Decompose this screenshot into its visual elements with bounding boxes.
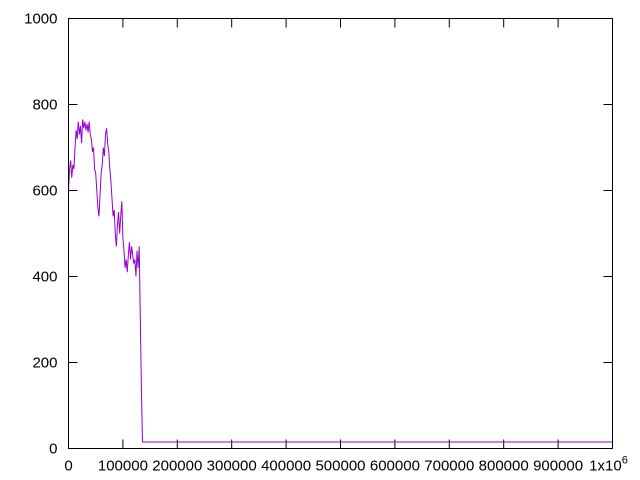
x-end-tick-label: 1x106 <box>589 455 628 475</box>
x-tick-label: 500000 <box>315 458 365 475</box>
plot-frame <box>68 18 613 449</box>
y-tick-label: 800 <box>32 97 57 114</box>
y-tick-label: 200 <box>32 355 57 372</box>
x-tick-label: 700000 <box>424 458 474 475</box>
tick-labels: 0 200 400 600 800 1000 0 100000 200000 300000 4000… <box>24 11 628 475</box>
x-tick-label: 900000 <box>533 458 583 475</box>
series-group <box>68 119 613 443</box>
x-tick-label: 100000 <box>98 458 148 475</box>
x-tick-label: 400000 <box>261 458 311 475</box>
x-tick-label: 800000 <box>479 458 529 475</box>
axis-ticks <box>68 18 613 449</box>
x-tick-label: 200000 <box>152 458 202 475</box>
x-tick-label: 300000 <box>207 458 257 475</box>
y-tick-label: 0 <box>49 441 57 458</box>
x-tick-label: 600000 <box>370 458 420 475</box>
x-end-tick-exponent: 6 <box>622 455 628 467</box>
x-end-tick-base: 1x10 <box>589 458 622 475</box>
y-tick-label: 1000 <box>24 11 57 28</box>
series-line <box>68 119 613 443</box>
y-tick-label: 400 <box>32 269 57 286</box>
y-tick-label: 600 <box>32 183 57 200</box>
x-tick-label: 0 <box>64 458 72 475</box>
